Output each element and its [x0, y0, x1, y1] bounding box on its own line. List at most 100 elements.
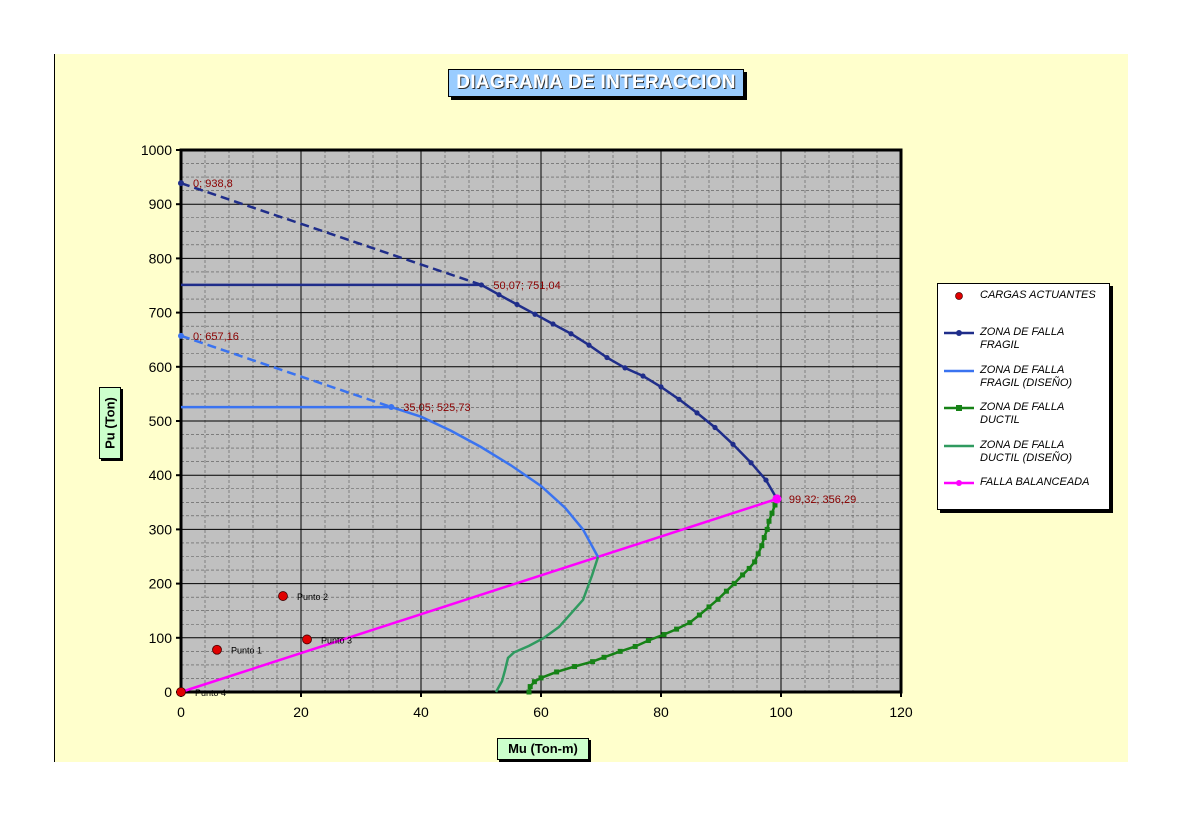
fragil-dashed	[180, 182, 482, 287]
legend-label: ZONA DE FALLA DUCTIL	[980, 401, 1064, 426]
ductil-point	[755, 551, 761, 557]
carga-point	[302, 634, 312, 645]
legend-label: CARGAS ACTUANTES	[980, 289, 1096, 301]
ductil-point	[527, 684, 533, 690]
ductil-point	[687, 620, 693, 626]
carga-point-label: Punto 3	[321, 635, 352, 645]
fragil-diseno-dashed	[180, 334, 392, 409]
legend-symbol	[956, 480, 962, 486]
ductil-point	[769, 510, 775, 516]
carga-point-label: Punto 4	[195, 688, 226, 698]
y-tick-label: 800	[149, 250, 173, 266]
ductil-point	[645, 638, 651, 644]
carga-point	[212, 644, 222, 655]
legend-marker-balanceada	[944, 480, 974, 486]
fragil-point	[730, 441, 736, 447]
y-tick-label: 900	[149, 196, 173, 212]
ductil-point	[590, 659, 596, 665]
ductil-point	[572, 664, 578, 670]
ductil-point	[766, 518, 772, 524]
fragil-point	[568, 331, 574, 337]
legend-symbol	[956, 405, 962, 411]
ductil-point	[715, 596, 721, 602]
chart-title: DIAGRAMA DE INTERACCION	[448, 69, 744, 97]
fragil-point	[658, 384, 664, 390]
y-tick-label: 500	[149, 413, 173, 429]
ductil-point	[554, 669, 560, 675]
carga-point	[176, 687, 186, 697]
ductil-point	[772, 502, 778, 508]
fragil-point	[640, 373, 646, 379]
fragil-point	[763, 477, 769, 483]
series-ductil-diseno-line	[494, 556, 600, 693]
y-tick-label: 1000	[141, 142, 172, 158]
ductil-point	[601, 654, 607, 660]
x-tick-label: 80	[653, 704, 669, 720]
series-fragil-line	[480, 283, 778, 500]
data-label: 35,05; 525,73	[403, 402, 470, 414]
ductil-point	[617, 648, 623, 654]
carga-point-label: Punto 1	[231, 646, 262, 656]
fragil-point	[550, 321, 556, 327]
y-tick-label: 600	[149, 359, 173, 375]
ductil-point	[538, 675, 544, 681]
window-left-border	[54, 54, 55, 762]
fragil-diseno-point	[178, 332, 184, 339]
fragil-point	[496, 292, 502, 298]
legend-marker-fragil	[944, 330, 974, 336]
ductil-point	[632, 643, 638, 649]
ductil-point	[761, 535, 767, 541]
legend-label: ZONA DE FALLA FRAGIL	[980, 326, 1064, 351]
balanceada-point	[772, 494, 782, 504]
fragil-point	[514, 301, 520, 308]
x-axis-label: Mu (Ton-m)	[497, 738, 589, 760]
y-tick-label: 100	[149, 630, 173, 646]
ductil-point	[706, 604, 712, 610]
ductil-point	[661, 632, 667, 638]
y-tick-label: 700	[149, 305, 173, 321]
ductil-point	[696, 612, 702, 618]
ductil-point	[746, 565, 752, 571]
fragil-point	[532, 311, 538, 317]
legend-label: ZONA DE FALLA DUCTIL (DISEÑO)	[980, 439, 1073, 464]
fragil-diseno-point	[388, 404, 395, 411]
y-tick-label: 400	[149, 467, 173, 483]
fragil-point	[604, 354, 610, 361]
legend-marker-cargas	[955, 292, 963, 300]
legend-label: FALLA BALANCEADA	[980, 476, 1090, 488]
legend-marker-fragil_diseno	[944, 369, 974, 373]
x-tick-label: 20	[293, 704, 309, 720]
y-tick-label: 0	[164, 684, 172, 700]
x-tick-label: 120	[889, 704, 913, 720]
legend-marker-ductil	[944, 405, 974, 411]
fragil-point	[694, 410, 700, 416]
data-label: 0; 657,16	[193, 331, 239, 343]
ductil-point	[674, 626, 680, 632]
fragil-point	[478, 282, 485, 288]
data-label: 99,32; 356,29	[789, 494, 856, 506]
fragil-point	[178, 180, 184, 187]
y-tick-label: 300	[149, 521, 173, 537]
ductil-point	[764, 526, 770, 532]
fragil-point	[622, 365, 628, 371]
y-tick-label: 200	[149, 576, 173, 592]
chart-legend: CARGAS ACTUANTES ZONA DE FALLA FRAGIL ZONA…	[937, 283, 1110, 510]
series-fragil-diseno-line	[390, 405, 600, 558]
fragil-point	[748, 460, 754, 466]
ductil-point	[740, 572, 746, 578]
x-tick-label: 60	[533, 704, 549, 720]
y-axis-label: Pu (Ton)	[99, 387, 121, 459]
legend-symbol	[956, 330, 962, 336]
ductil-point	[752, 559, 758, 565]
ductil-point	[723, 588, 729, 594]
ductil-point	[526, 689, 532, 695]
series-falla-balanceada-line	[180, 497, 778, 694]
fragil-point	[586, 342, 592, 348]
ductil-point	[731, 581, 737, 587]
carga-point-label: Punto 2	[297, 592, 328, 602]
data-label: 50,07; 751,04	[493, 280, 560, 292]
fragil-point	[676, 396, 682, 402]
legend-label: ZONA DE FALLA FRAGIL (DISEÑO)	[980, 364, 1073, 389]
legend-marker-ductil_diseno	[944, 444, 974, 448]
